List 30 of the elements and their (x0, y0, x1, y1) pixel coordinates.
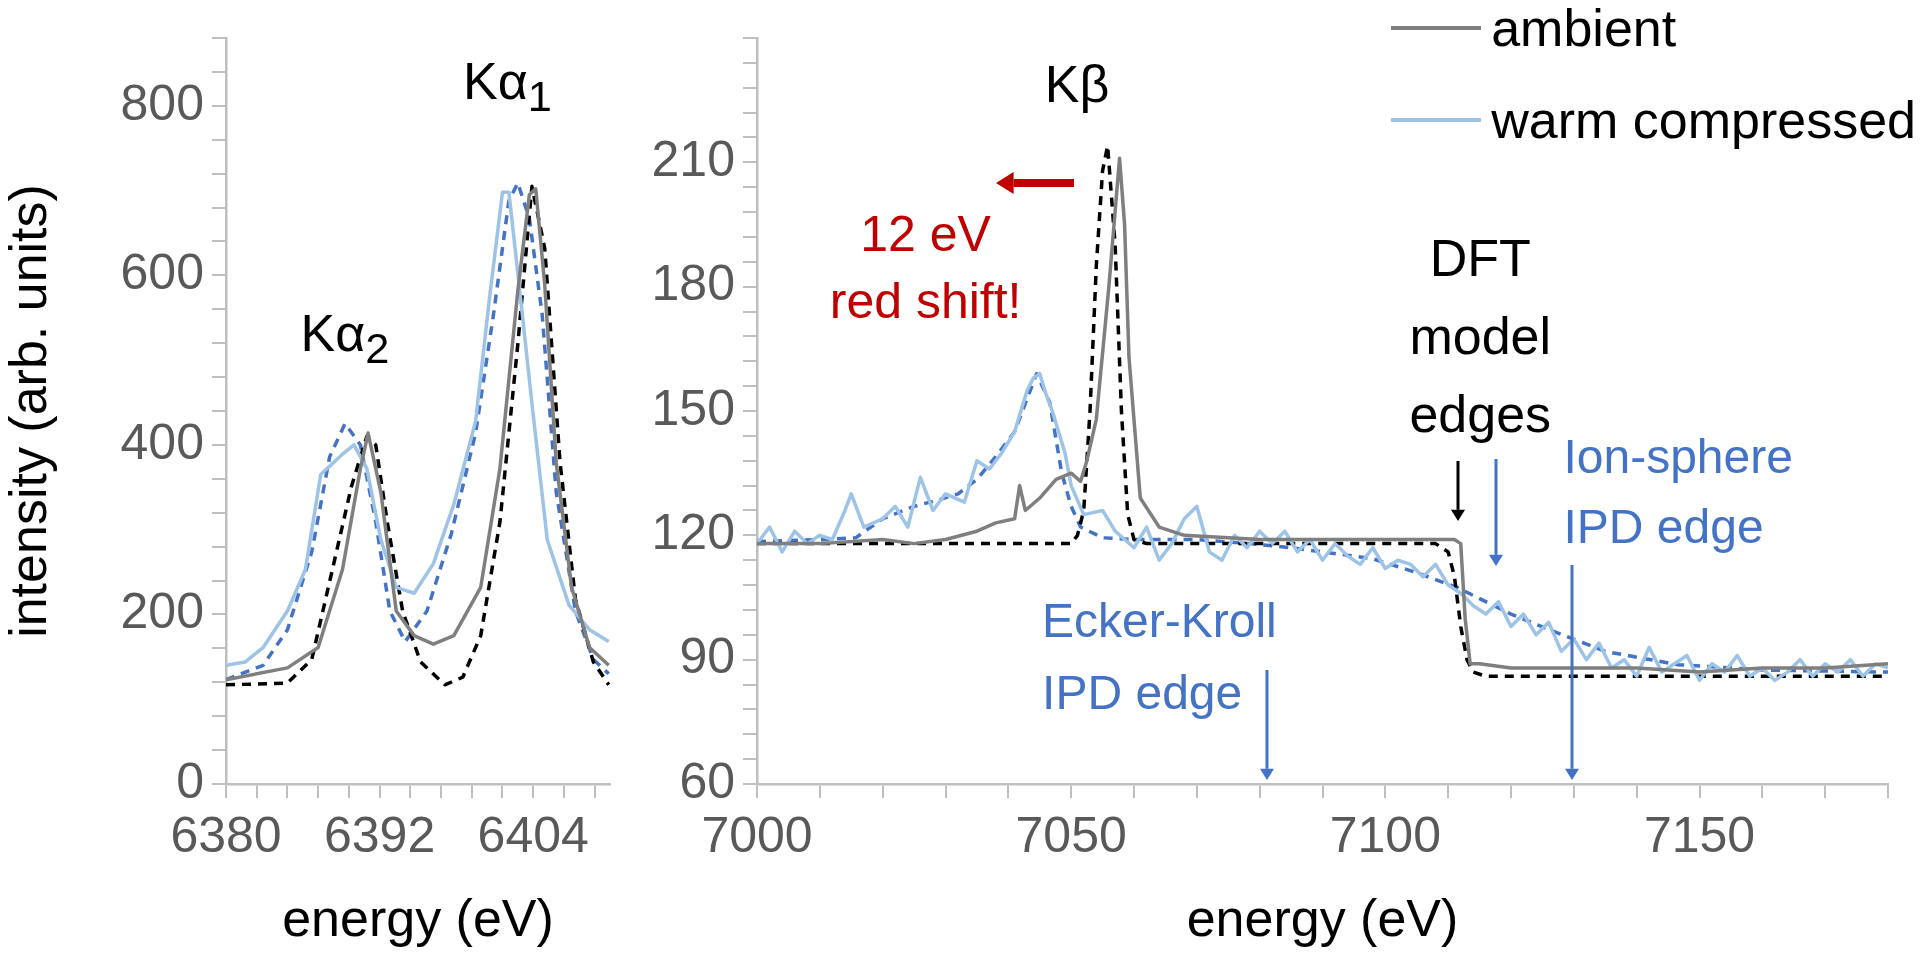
x-axis-title: energy (eV) (1186, 889, 1459, 948)
annotation: Kβ (1044, 53, 1110, 114)
legend-label: warm compressed (1491, 90, 1916, 150)
y-tick-label: 400 (120, 413, 204, 470)
y-tick-label: 60 (679, 752, 735, 809)
annotation: Ecker-Kroll IPD edge (1042, 592, 1278, 721)
x-tick-label: 6380 (170, 806, 282, 863)
x-axis-title: energy (eV) (282, 889, 554, 948)
y-tick-label: 150 (651, 379, 735, 436)
x-tick-label: 6404 (477, 806, 589, 863)
y-tick-label: 200 (120, 583, 204, 640)
annotation: DFT model edges (1408, 227, 1553, 445)
y-tick-label: 210 (651, 131, 735, 188)
y-tick-label: 600 (120, 244, 204, 301)
annotation: Kα$_{2}$ (300, 303, 390, 373)
annotation: Ion-sphere IPD edge (1563, 428, 1794, 555)
y-tick-label: 90 (679, 628, 735, 685)
x-tick-label: 7000 (701, 806, 813, 863)
y-tick-label: 180 (651, 255, 735, 312)
x-tick-label: 7100 (1329, 806, 1441, 863)
y-axis-title: intensity (arb. units) (0, 184, 57, 638)
x-tick-label: 7050 (1015, 806, 1127, 863)
annotation: 12 eV red shift! (828, 204, 1023, 331)
y-tick-label: 0 (176, 752, 204, 809)
y-tick-label: 800 (120, 74, 204, 131)
y-tick-label: 120 (651, 504, 735, 561)
annotation: Kα$_{1}$ (463, 51, 552, 122)
legend-label: ambient (1491, 0, 1677, 58)
x-tick-label: 7150 (1643, 806, 1756, 863)
x-tick-label: 6392 (323, 806, 436, 863)
